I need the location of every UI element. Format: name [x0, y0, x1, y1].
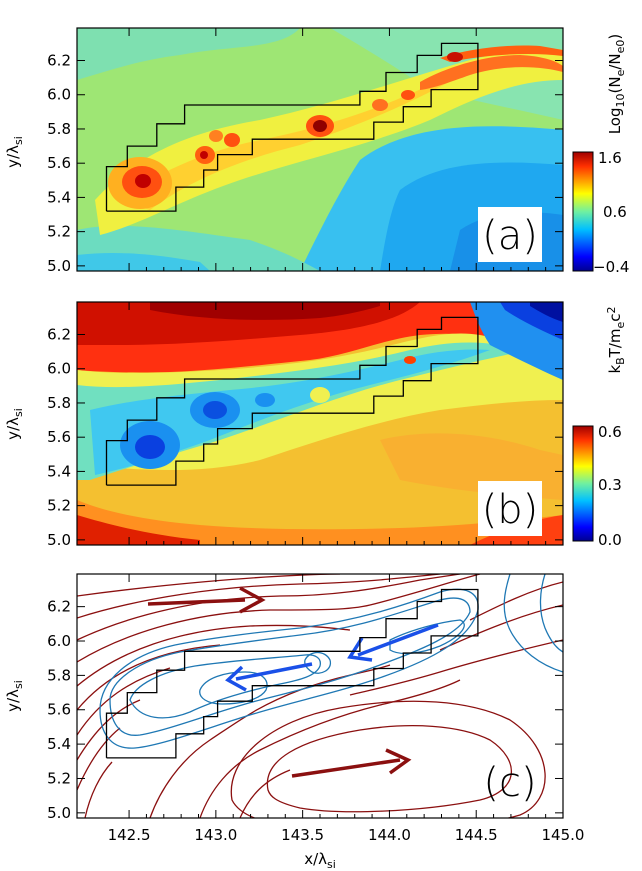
y-axis-title: y/λsi [4, 408, 25, 440]
colorbar: 1.6 0.6 −0.4 Log10(Ne/Ne0) [572, 34, 629, 276]
y-tick-label: 6.2 [47, 326, 71, 344]
x-tick-label: 143.0 [194, 826, 237, 844]
y-tick-label: 5.4 [47, 462, 71, 480]
y-axis: 5.0 5.2 5.4 5.6 5.8 6.0 6.2 [47, 52, 563, 275]
colorbar-tick: 0.6 [603, 203, 627, 221]
x-tick-label: 145.0 [542, 826, 585, 844]
y-tick-label: 5.8 [47, 666, 71, 684]
y-tick-label: 6.0 [47, 632, 71, 650]
y-tick-label: 5.6 [47, 428, 71, 446]
y-tick-label: 5.2 [47, 769, 71, 787]
y-axis: 5.0 5.2 5.4 5.6 5.8 6.0 6.2 [47, 598, 563, 822]
y-tick-label: 5.4 [47, 188, 71, 206]
y-axis-title: y/λsi [4, 136, 25, 168]
y-tick-label: 6.2 [47, 52, 71, 70]
y-tick-label: 5.0 [47, 257, 71, 275]
colorbar-tick: 0.6 [598, 423, 622, 441]
y-axis-title: y/λsi [4, 680, 25, 712]
y-tick-label: 5.2 [47, 223, 71, 241]
temperature-panel: 5.0 5.2 5.4 5.6 5.8 6.0 6.2 y/λsi (b) 0.6 0.3 … [4, 301, 627, 549]
x-axis [128, 28, 564, 271]
y-axis: 5.0 5.2 5.4 5.6 5.8 6.0 6.2 [47, 326, 563, 549]
x-tick-label: 143.5 [281, 826, 324, 844]
colorbar-tick: −0.4 [593, 258, 629, 276]
x-tick-label: 144.0 [368, 826, 411, 844]
panel-label-box [478, 207, 542, 262]
colorbar-tick: 0.3 [598, 476, 622, 494]
panel-label: (a) [482, 213, 538, 259]
colorbar-title: kBT/mec2 [605, 306, 627, 373]
region-outline [105, 42, 479, 212]
x-tick-label: 144.5 [455, 826, 498, 844]
colorbar-title: Log10(Ne/Ne0) [606, 34, 627, 135]
y-tick-label: 5.0 [47, 531, 71, 549]
y-tick-label: 5.8 [47, 394, 71, 412]
colorbar-tick: 0.0 [598, 531, 622, 549]
y-tick-label: 5.6 [47, 701, 71, 719]
red-contours [77, 574, 563, 818]
colorbar: 0.6 0.3 0.0 kBT/mec2 [572, 306, 627, 549]
panel-label: (c) [483, 760, 536, 806]
y-tick-label: 6.0 [47, 360, 71, 378]
x-tick-label: 142.5 [108, 826, 151, 844]
y-tick-label: 5.8 [47, 120, 71, 138]
density-panel: 5.0 5.2 5.4 5.6 5.8 6.0 6.2 y/λsi (a) 1.6 0.6 … [4, 27, 629, 276]
y-tick-label: 6.2 [47, 598, 71, 616]
panel-label-box [478, 481, 542, 536]
x-axis [128, 302, 564, 545]
y-tick-label: 5.4 [47, 735, 71, 753]
y-tick-label: 5.0 [47, 804, 71, 822]
flow-arrows [147, 586, 439, 778]
region-outline [105, 588, 479, 759]
x-axis: 142.5 143.0 143.5 144.0 144.5 145.0 [108, 574, 585, 844]
region-outline [105, 316, 479, 486]
y-tick-label: 5.2 [47, 497, 71, 515]
y-tick-label: 5.6 [47, 154, 71, 172]
y-tick-label: 6.0 [47, 86, 71, 104]
panel-label: (b) [482, 487, 539, 533]
field-lines-panel: 5.0 5.2 5.4 5.6 5.8 6.0 6.2 142.5 143.0 143.5 144… [4, 573, 585, 871]
x-axis-title: x/λsi [304, 850, 336, 871]
colorbar-tick: 1.6 [598, 149, 622, 167]
contour-plot [77, 574, 563, 818]
